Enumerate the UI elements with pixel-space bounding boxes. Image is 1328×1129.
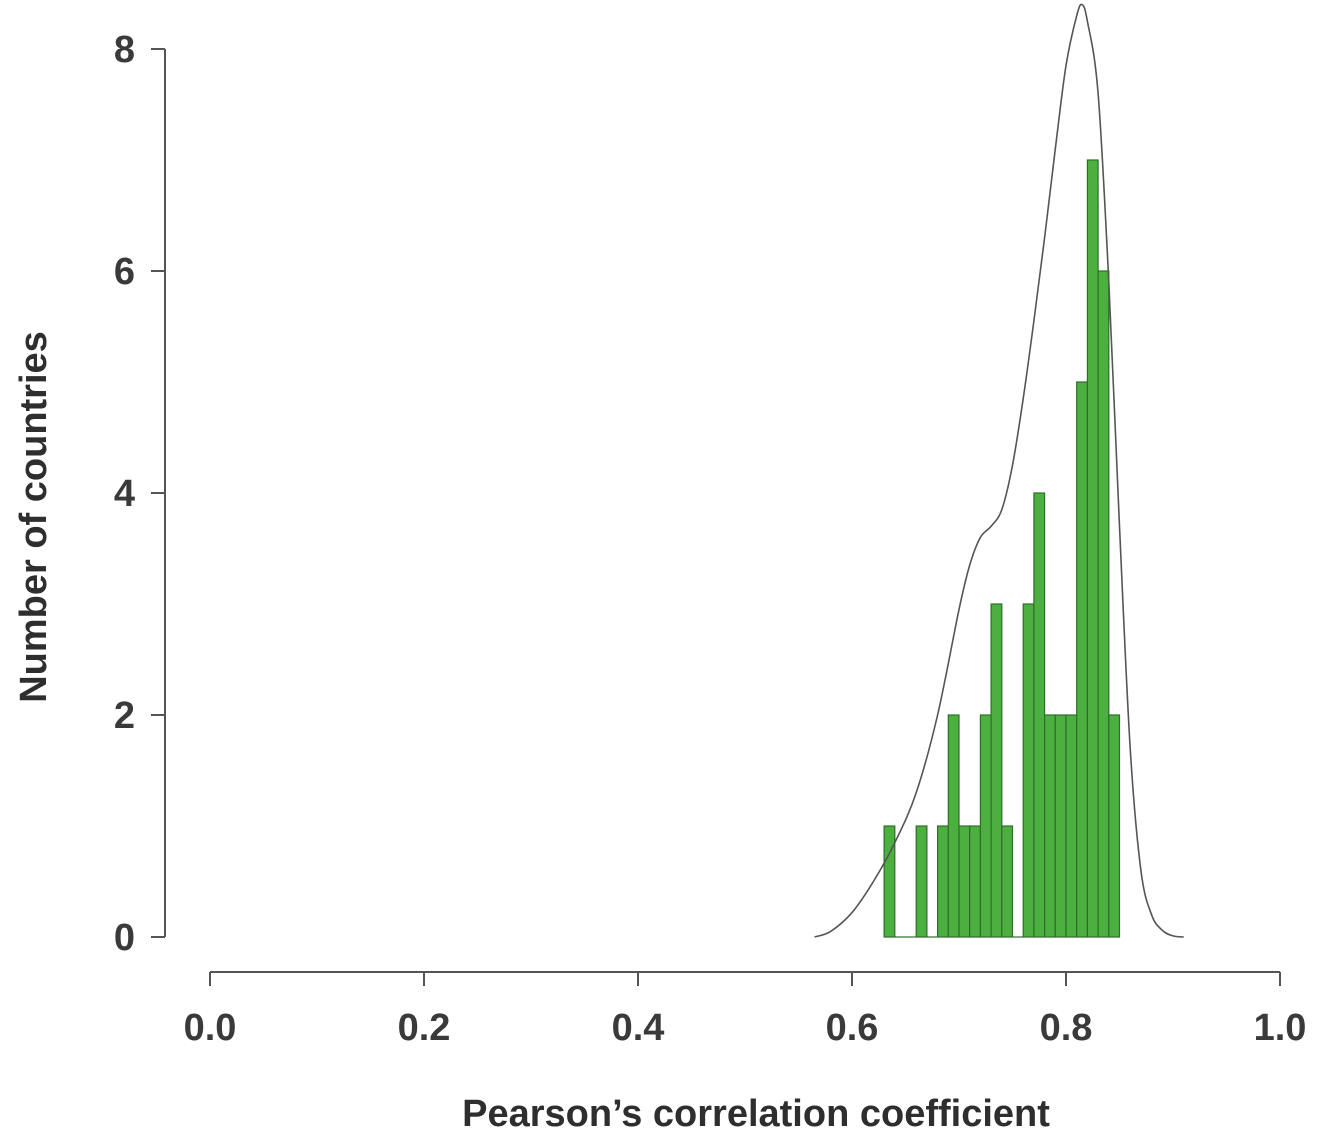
y-tick-label: 0 <box>114 917 135 959</box>
histogram-bar <box>1108 714 1121 938</box>
histogram-bar <box>1065 714 1078 938</box>
histogram-bar <box>915 825 928 938</box>
histogram-bar <box>969 825 982 938</box>
histogram-bar <box>958 825 971 938</box>
histogram-bar <box>979 714 992 938</box>
histogram-bar <box>1043 714 1056 938</box>
x-tick-label: 0.8 <box>1040 1007 1093 1049</box>
density-curve <box>814 3 1184 938</box>
x-tick-label: 0.0 <box>184 1007 237 1049</box>
y-tick-label: 8 <box>114 29 135 71</box>
histogram-bar <box>1033 492 1046 938</box>
histogram-bar <box>947 714 960 938</box>
x-tick-label: 0.6 <box>826 1007 879 1049</box>
y-axis-title: Number of countries <box>13 331 55 703</box>
histogram-bar <box>936 825 949 938</box>
histogram-bar <box>1022 603 1035 938</box>
histogram-bar <box>883 825 896 938</box>
x-tick-label: 1.0 <box>1254 1007 1307 1049</box>
y-tick-label: 6 <box>114 251 135 293</box>
x-tick-label: 0.4 <box>612 1007 665 1049</box>
density-curve-layer <box>814 3 1184 938</box>
histogram-bar <box>1097 270 1110 938</box>
x-tick-label: 0.2 <box>398 1007 451 1049</box>
histogram-bar <box>1001 825 1014 938</box>
x-axis-title: Pearson’s correlation coefficient <box>462 1093 1050 1129</box>
histogram-bar <box>990 603 1003 938</box>
y-axis: 0 2 4 6 8 <box>114 29 166 959</box>
histogram-bar <box>1054 714 1067 938</box>
x-axis: 0.0 0.2 0.4 0.6 0.8 1.0 <box>184 971 1307 1049</box>
histogram-bar <box>1086 159 1099 938</box>
histogram-bars <box>883 159 1121 938</box>
y-tick-label: 4 <box>114 473 135 515</box>
y-tick-label: 2 <box>114 695 135 737</box>
histogram-bar <box>1076 381 1088 938</box>
